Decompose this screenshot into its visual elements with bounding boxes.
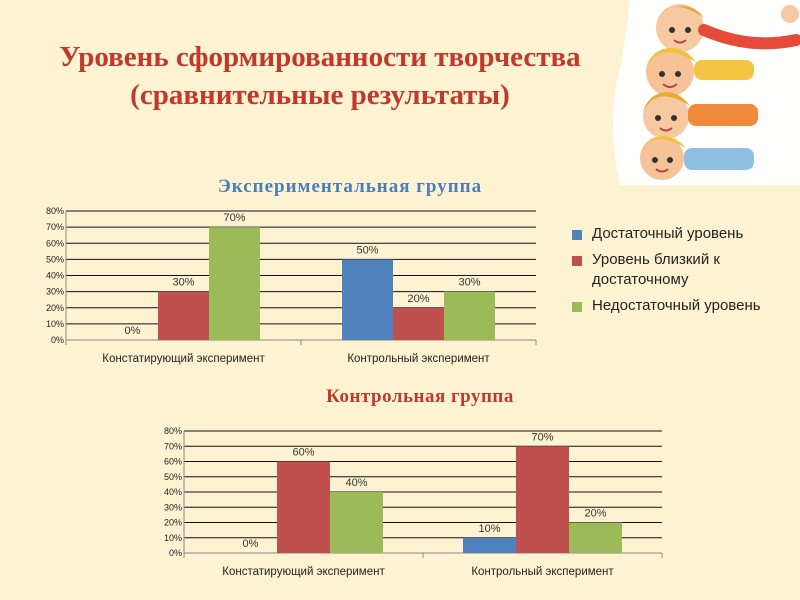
y-tick-label: 20% (46, 303, 64, 313)
bar (158, 291, 209, 340)
bar (444, 291, 495, 340)
legend-item-close: Уровень близкий к достаточному (572, 250, 772, 290)
chart-title-experimental: Экспериментальная группа (217, 176, 483, 197)
y-tick-label: 40% (164, 487, 182, 497)
bar (277, 461, 330, 553)
data-label: 10% (478, 523, 500, 535)
y-tick-label: 70% (164, 441, 182, 451)
slide-title-line1: Уровень сформированности творчества (59, 41, 581, 73)
legend-swatch-blue (572, 230, 582, 240)
data-label: 70% (223, 212, 245, 224)
y-tick-label: 40% (46, 271, 64, 281)
y-tick-label: 50% (46, 254, 64, 264)
category-label: Констатирующий эксперимент (102, 353, 265, 365)
y-tick-label: 80% (164, 426, 182, 436)
chart-title-control: Контрольная группа (326, 386, 514, 407)
data-label: 60% (292, 447, 314, 459)
y-tick-label: 60% (164, 457, 182, 467)
data-label: 0% (125, 325, 141, 337)
y-tick-label: 70% (46, 222, 64, 232)
data-label: 70% (531, 431, 553, 443)
legend-item-insufficient: Недостаточный уровень (572, 296, 772, 316)
slide-title-line2: (сравнительные результаты) (130, 79, 510, 111)
bar (516, 446, 569, 553)
bar (342, 259, 393, 340)
y-tick-label: 0% (169, 548, 182, 558)
y-tick-label: 30% (46, 287, 64, 297)
data-label: 20% (584, 508, 606, 520)
data-label: 30% (172, 277, 194, 289)
bar (330, 492, 383, 553)
chart-control-group: 0% 10% 20% 30% 40% 50% 60% 70% 80% 0% 60% 40% Конста… (164, 426, 663, 578)
data-label: 30% (458, 277, 480, 289)
data-label: 50% (356, 244, 378, 256)
chart-experimental-group: 0% 10% 20% 30% 40% 50% 60% 70% 80% 0% 30% 70% Конста… (46, 206, 537, 365)
data-label: 0% (243, 538, 259, 550)
data-label: 40% (345, 477, 367, 489)
chart-legend: Достаточный уровень Уровень близкий к до… (572, 224, 772, 322)
y-tick-label: 10% (164, 533, 182, 543)
legend-swatch-green (572, 302, 582, 312)
category-label: Контрольный эксперимент (347, 353, 490, 365)
y-tick-label: 50% (164, 472, 182, 482)
y-tick-label: 30% (164, 502, 182, 512)
bar (569, 522, 622, 553)
y-tick-label: 80% (46, 206, 64, 216)
y-tick-label: 20% (164, 518, 182, 528)
category-label: Контрольный эксперимент (471, 566, 614, 578)
bar (393, 307, 444, 340)
bar (209, 227, 260, 340)
children-illustration (612, 0, 800, 185)
data-label: 20% (407, 293, 429, 305)
legend-swatch-red (572, 256, 582, 266)
bar (463, 537, 516, 553)
y-tick-label: 0% (51, 335, 64, 345)
y-tick-label: 60% (46, 238, 64, 248)
category-label: Констатирующий эксперимент (222, 566, 385, 578)
slide-title: Уровень сформированности творчества (сра… (0, 38, 640, 114)
legend-item-sufficient: Достаточный уровень (572, 224, 772, 244)
legend-label: Недостаточный уровень (592, 297, 761, 314)
legend-label: Уровень близкий к достаточному (592, 251, 720, 288)
y-tick-label: 10% (46, 319, 64, 329)
legend-label: Достаточный уровень (592, 225, 744, 242)
